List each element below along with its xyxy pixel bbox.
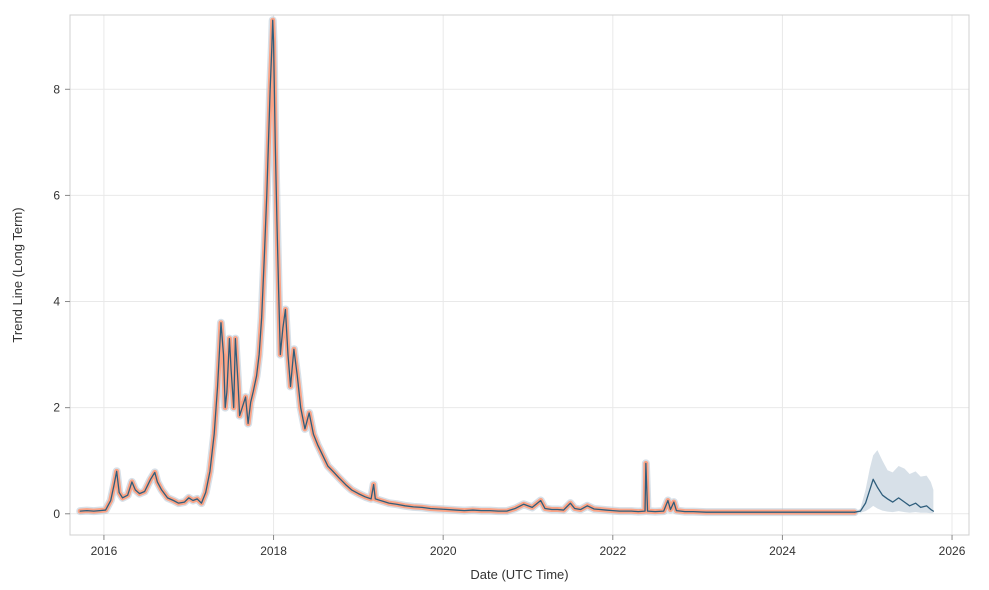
trend-line-chart: 2016 2018 2020 2022 2024 2026 0 2 4 6 8 Date (UTC T…: [0, 0, 989, 590]
chart-container: 2016 2018 2020 2022 2024 2026 0 2 4 6 8 Date (UTC T…: [0, 0, 989, 590]
x-tick-label: 2024: [769, 544, 796, 558]
x-axis-label: Date (UTC Time): [470, 567, 568, 582]
x-tick-label: 2016: [91, 544, 118, 558]
y-tick-label: 8: [53, 82, 60, 96]
x-tick-label: 2026: [939, 544, 966, 558]
x-tick-label: 2020: [430, 544, 457, 558]
y-tick-label: 4: [53, 295, 60, 309]
y-tick-label: 2: [53, 401, 60, 415]
x-tick-label: 2018: [260, 544, 287, 558]
x-tick-label: 2022: [599, 544, 626, 558]
y-tick-label: 6: [53, 188, 60, 202]
y-tick-label: 0: [53, 507, 60, 521]
y-axis-label: Trend Line (Long Term): [10, 207, 25, 342]
